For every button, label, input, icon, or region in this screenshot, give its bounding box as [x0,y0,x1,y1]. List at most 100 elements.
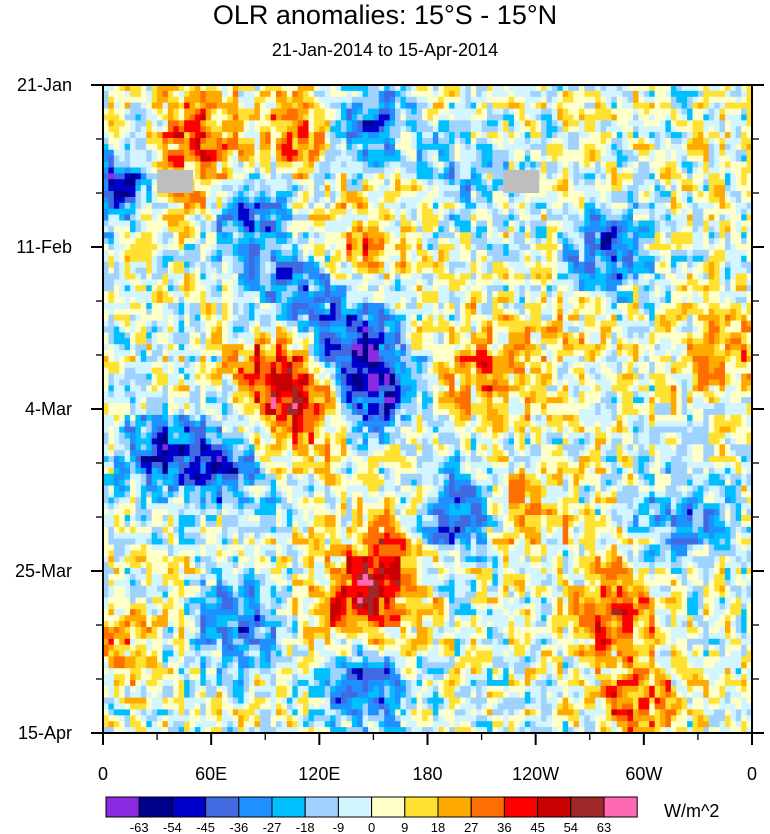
field-cell [303,143,310,151]
field-cell [313,138,320,145]
field-cell [605,226,612,233]
field-cell [627,308,634,316]
field-cell [589,308,596,316]
field-cell [643,85,650,92]
field-cell [194,261,201,269]
field-cell [622,161,629,169]
field-cell [438,285,445,292]
field-cell [724,320,731,328]
field-cell [151,102,158,110]
field-cell [692,85,699,92]
field-cell [135,244,142,251]
field-cell [357,226,364,233]
field-cell [378,232,385,239]
field-cell [270,326,277,334]
field-cell [497,302,504,310]
field-cell [205,226,212,233]
field-cell [238,126,245,133]
field-cell [395,132,402,139]
field-cell [638,149,645,157]
field-cell [216,285,223,292]
field-cell [395,244,402,251]
field-cell [157,285,164,292]
field-cell [459,90,466,98]
field-cell [649,96,656,104]
field-cell [541,108,548,116]
field-cell [313,202,320,210]
field-cell [724,232,731,239]
field-cell [189,196,196,204]
field-cell [735,238,742,245]
field-cell [259,120,266,127]
field-cell [470,244,477,251]
field-cell [378,244,385,251]
field-cell [313,167,320,174]
field-cell [692,96,699,104]
field-cell [422,226,429,233]
field-cell [270,202,277,210]
field-cell [708,179,715,186]
field-cell [238,155,245,163]
field-cell [719,279,726,286]
field-cell [157,208,164,216]
field-cell [200,226,207,233]
field-cell [476,90,483,98]
field-cell [221,132,228,139]
field-cell [692,255,699,263]
field-cell [130,226,137,233]
field-cell [557,191,564,198]
field-cell [432,85,439,92]
field-cell [697,291,704,298]
field-cell [119,308,126,316]
field-cell [633,149,640,157]
field-cell [708,167,715,174]
field-cell [324,297,331,304]
field-cell [465,232,472,239]
field-cell [259,149,266,157]
field-cell [373,261,380,269]
field-cell [184,308,191,316]
field-cell [708,261,715,269]
field-cell [286,155,293,163]
field-cell [254,179,261,186]
field-cell [605,132,612,139]
field-cell [227,149,234,157]
field-cell [546,102,553,110]
field-cell [497,85,504,92]
field-cell [714,90,721,98]
field-cell [584,191,591,198]
field-cell [741,244,748,251]
field-cell [395,226,402,233]
field-cell [562,90,569,98]
field-cell [211,297,218,304]
field-cell [313,273,320,280]
field-cell [546,267,553,275]
field-cell [189,126,196,133]
field-cell [746,138,752,145]
field-cell [692,285,699,292]
field-cell [140,132,147,139]
field-cell [714,132,721,139]
field-cell [389,179,396,186]
field-cell [362,126,369,133]
field-cell [508,220,515,227]
field-cell [573,132,580,139]
field-cell [724,149,731,157]
field-cell [697,214,704,222]
field-cell [384,214,391,222]
field-cell [221,214,228,222]
field-cell [205,285,212,292]
field-cell [103,302,110,310]
field-cell [562,167,569,174]
field-cell [259,238,266,245]
field-cell [687,273,694,280]
field-cell [232,255,239,263]
field-cell [541,143,548,151]
field-cell [449,285,456,292]
field-cell [173,308,180,316]
field-cell [340,261,347,269]
field-cell [730,138,737,145]
field-cell [449,196,456,204]
field-cell [400,126,407,133]
field-cell [324,191,331,198]
